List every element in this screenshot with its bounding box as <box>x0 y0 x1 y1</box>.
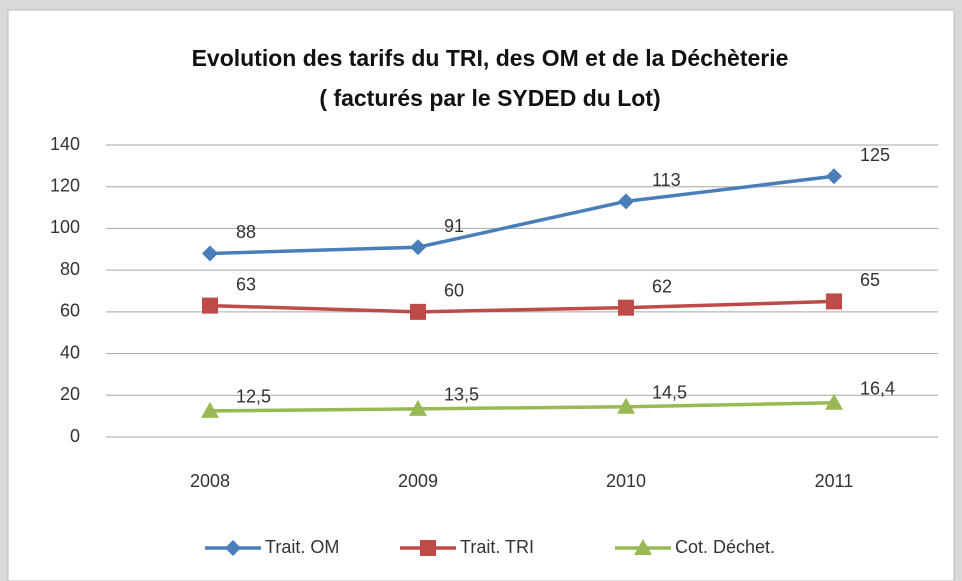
legend-marker <box>634 539 652 555</box>
x-tick-label: 2011 <box>815 471 854 491</box>
data-label: 12,5 <box>236 387 271 407</box>
series-line <box>209 401 835 413</box>
series-line <box>209 299 835 314</box>
data-point <box>618 299 634 316</box>
data-label: 65 <box>860 270 880 290</box>
data-point <box>202 297 218 314</box>
data-point <box>410 239 426 256</box>
data-label: 14,5 <box>652 383 687 403</box>
legend-label: Trait. OM <box>265 537 339 557</box>
data-label: 91 <box>444 216 464 236</box>
y-tick-label: 60 <box>60 301 80 321</box>
data-point <box>410 303 426 320</box>
series-line <box>209 174 835 256</box>
y-tick-label: 80 <box>60 259 80 279</box>
x-tick-label: 2010 <box>606 471 646 491</box>
data-point <box>201 401 219 418</box>
data-label: 88 <box>236 222 256 242</box>
y-tick-label: 100 <box>50 217 80 237</box>
data-label: 62 <box>652 276 672 296</box>
y-tick-label: 40 <box>60 342 80 362</box>
chart-title: Evolution des tarifs du TRI, des OM et d… <box>192 45 789 71</box>
chart-subtitle: ( facturés par le SYDED du Lot) <box>319 85 660 111</box>
y-tick-label: 0 <box>70 426 80 446</box>
y-tick-label: 140 <box>50 134 80 154</box>
data-point <box>409 399 427 416</box>
legend-label: Cot. Déchet. <box>675 537 775 557</box>
legend-marker <box>225 540 241 556</box>
x-tick-label: 2008 <box>190 471 230 491</box>
data-point <box>202 245 218 262</box>
data-label: 13,5 <box>444 385 479 405</box>
data-label: 60 <box>444 281 464 301</box>
x-tick-label: 2009 <box>398 471 438 491</box>
data-label: 63 <box>236 274 256 294</box>
legend-marker <box>420 540 436 556</box>
data-point <box>617 397 635 414</box>
data-point <box>618 193 634 210</box>
y-tick-label: 120 <box>50 175 80 195</box>
chart-background <box>7 9 955 581</box>
data-label: 16,4 <box>860 379 895 399</box>
y-tick-label: 20 <box>60 384 80 404</box>
data-point <box>825 393 843 410</box>
data-point <box>826 168 842 185</box>
legend-label: Trait. TRI <box>460 537 534 557</box>
data-label: 125 <box>860 145 890 165</box>
data-label: 113 <box>652 170 681 190</box>
data-point <box>826 293 842 310</box>
